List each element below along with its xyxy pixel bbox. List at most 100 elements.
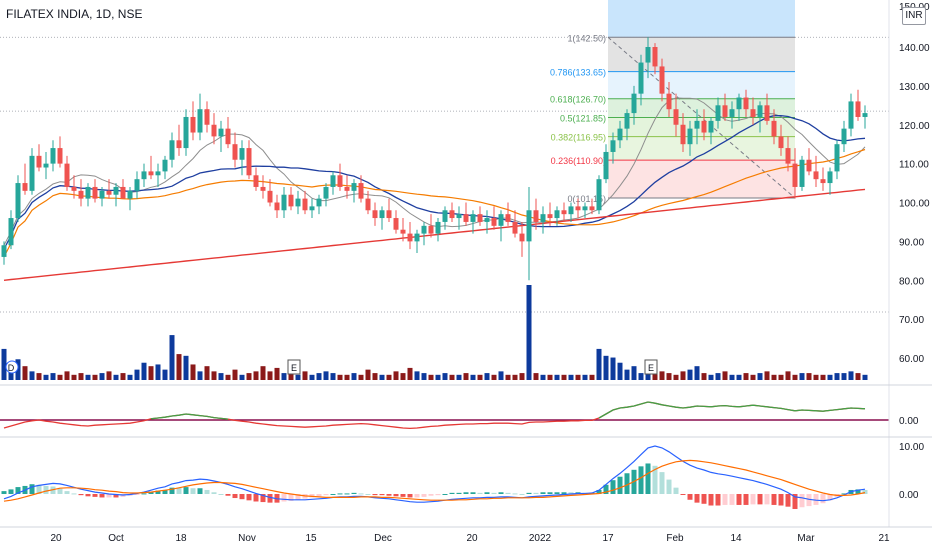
candle-body [183, 116, 189, 149]
macd-histogram-bar [729, 494, 735, 505]
candle-body [190, 116, 196, 133]
candle-body [113, 186, 119, 195]
candle [64, 155, 70, 191]
volume-bar [288, 373, 294, 380]
candle-body [526, 210, 532, 242]
candle-body [106, 190, 112, 195]
macd-histogram-bar [295, 494, 301, 500]
candle [540, 206, 546, 234]
volume-bar [498, 371, 504, 380]
candle-body [610, 140, 616, 152]
macd-histogram-bar [638, 466, 644, 494]
x-tick-label: Oct [108, 533, 124, 544]
candle [736, 93, 742, 121]
candle-body [778, 136, 784, 149]
candle [554, 206, 560, 226]
macd-histogram-bar [841, 493, 847, 495]
candle-body [470, 214, 476, 222]
candle [344, 175, 350, 199]
volume-bar [680, 371, 686, 380]
signal-line [3, 459, 866, 502]
candle-body [379, 210, 385, 219]
volume-bar [22, 366, 28, 380]
candle [771, 109, 777, 145]
ma-layer [3, 97, 866, 281]
candle-body [575, 206, 581, 211]
x-tick-label: 21 [878, 533, 890, 544]
volume-bar [260, 366, 266, 380]
candle-body [302, 198, 308, 211]
volume-bar [365, 369, 371, 380]
volume-bar [512, 374, 518, 380]
candle-body [540, 214, 546, 222]
fib-target-zone [608, 0, 795, 38]
volume-bar [281, 373, 287, 380]
candle [36, 144, 42, 172]
ma-200-line [3, 188, 866, 281]
volume-bar [610, 357, 616, 380]
volume-bar [547, 374, 553, 380]
volume-bar [624, 369, 630, 380]
volume-bar [351, 373, 357, 380]
macd-histogram-bar [708, 494, 714, 506]
grid-layer [0, 36, 889, 313]
osc1-line [3, 401, 866, 430]
candle [666, 81, 672, 117]
macd-histogram-bar [568, 492, 574, 494]
macd-histogram-bar [449, 492, 455, 494]
candle-body [659, 66, 665, 94]
candle [316, 194, 322, 215]
candle [645, 37, 651, 79]
volume-bar [743, 373, 749, 380]
candle-body [736, 97, 742, 110]
macd-histogram-bar [85, 494, 91, 497]
candle-body [337, 175, 343, 187]
volume-bar [330, 373, 336, 380]
candle [470, 210, 476, 234]
candle-body [253, 175, 259, 187]
candle-body [484, 218, 490, 222]
earnings-marker [287, 359, 301, 375]
candle-body [316, 198, 322, 207]
candle [491, 206, 497, 230]
volume-bar [232, 369, 238, 380]
candle-body [372, 210, 378, 219]
candle [610, 132, 616, 164]
macd-histogram-bar [260, 494, 266, 503]
macd-histogram-bar [813, 494, 819, 505]
candle [92, 179, 98, 203]
volume-bar [519, 373, 525, 380]
candle-body [596, 179, 602, 211]
volume-bar [379, 374, 385, 380]
volume-bar [855, 373, 861, 380]
candle [547, 202, 553, 226]
candle-body [428, 225, 434, 234]
candle-body [197, 109, 203, 133]
osc2-tick-label: 10.00 [899, 442, 924, 453]
volume-bar [617, 362, 623, 380]
volume-bar [841, 373, 847, 380]
y-tick-label: 110.00 [899, 160, 929, 171]
macd-histogram-bar [701, 494, 707, 504]
candle [85, 183, 91, 207]
candle-body [267, 190, 273, 203]
candle [148, 155, 154, 180]
candle [750, 97, 756, 125]
candle-body [43, 163, 49, 168]
volume-bar [253, 371, 259, 380]
volume-bar [736, 374, 742, 380]
volume-bar [85, 374, 91, 380]
x-tick-label: Mar [797, 533, 815, 544]
candle [400, 218, 406, 242]
candle [617, 120, 623, 149]
candle-body [687, 128, 693, 145]
macd-histogram-bar [470, 492, 476, 494]
ma-mid-line [3, 114, 866, 250]
volume-bar [92, 374, 98, 380]
volume-bar [631, 366, 637, 380]
currency-badge[interactable]: INR [902, 7, 926, 25]
x-tick-label: Dec [374, 533, 392, 544]
candle-body [232, 144, 238, 160]
macd-histogram-bar [673, 487, 679, 494]
